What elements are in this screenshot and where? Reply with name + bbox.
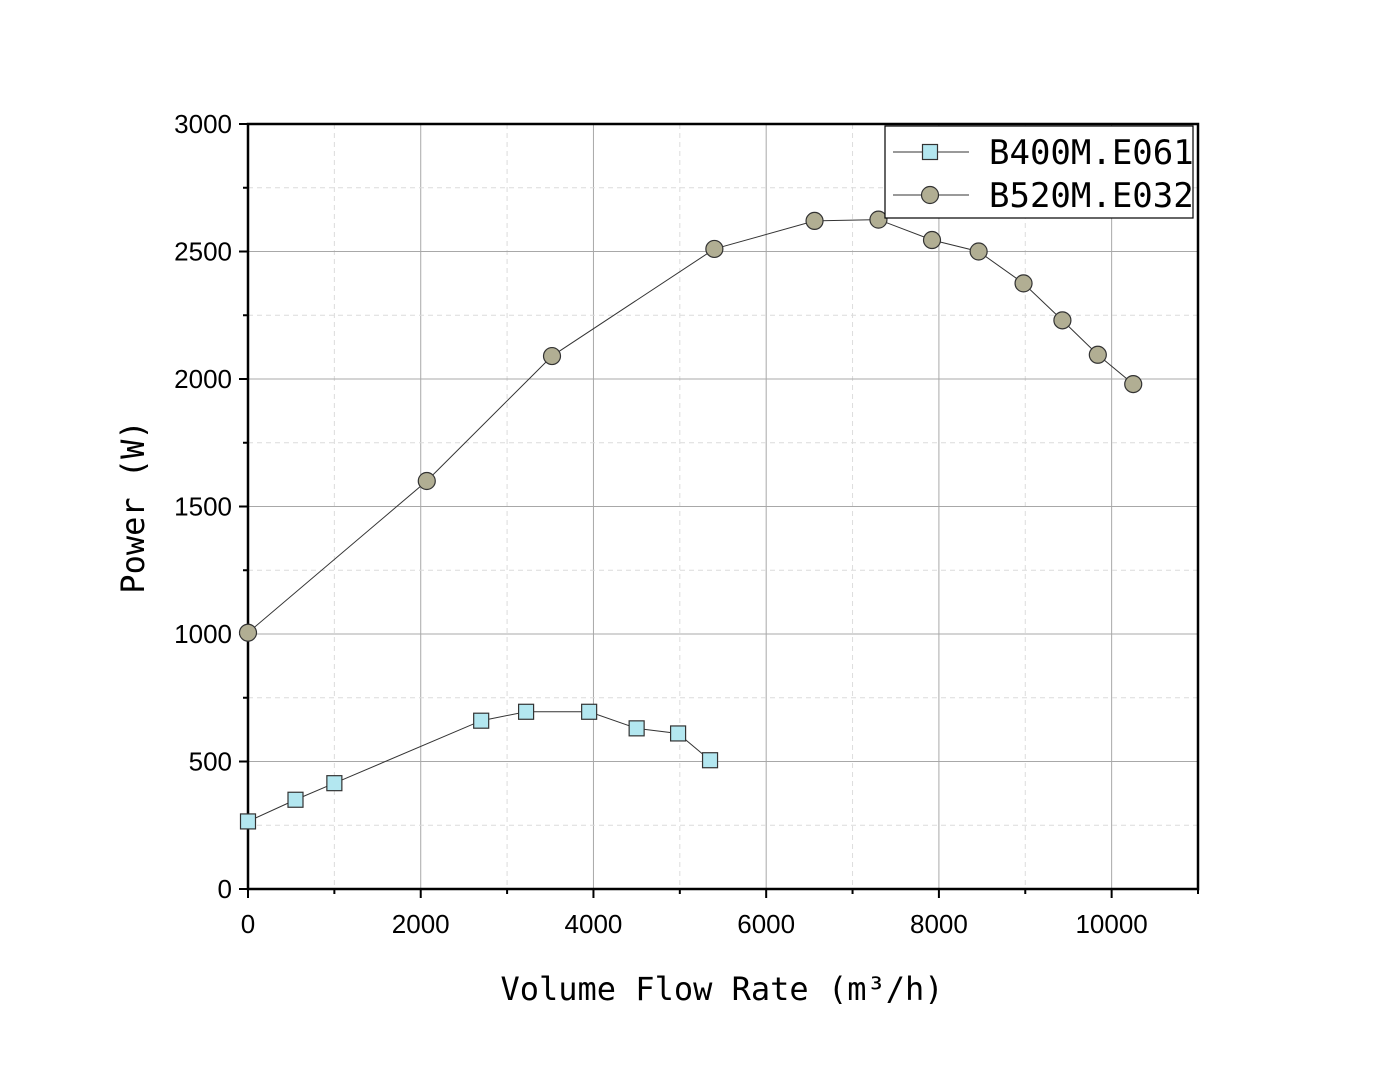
data-point — [517, 703, 535, 720]
data-point — [542, 346, 562, 366]
data-point — [287, 791, 304, 808]
data-point — [805, 211, 824, 230]
data-point — [1053, 311, 1072, 330]
series-b520m-e032 — [238, 210, 1143, 642]
data-point — [969, 242, 988, 261]
x-tick-label: 8000 — [910, 909, 968, 939]
x-tick-label: 10000 — [1075, 909, 1147, 939]
y-tick-label: 2500 — [174, 237, 232, 267]
x-axis-title: Volume Flow Rate (m³/h) — [500, 970, 943, 1008]
data-point — [701, 752, 719, 769]
data-point — [239, 813, 257, 830]
data-point — [581, 703, 598, 720]
legend-marker — [920, 185, 940, 205]
y-tick-label: 0 — [218, 874, 232, 904]
x-tick-label: 0 — [241, 909, 255, 939]
y-tick-label: 2000 — [174, 364, 232, 394]
data-point — [1014, 274, 1033, 293]
y-tick-label: 1500 — [174, 492, 232, 522]
x-tick-label: 6000 — [737, 909, 795, 939]
y-axis-title: Power (W) — [114, 420, 152, 593]
legend-label: B400M.E061 — [989, 133, 1194, 173]
legend-label: B520M.E032 — [989, 176, 1194, 216]
y-tick-label: 500 — [189, 747, 232, 777]
grid — [248, 124, 1199, 889]
data-point — [417, 471, 436, 491]
data-point — [869, 210, 888, 229]
legend-box — [884, 125, 1194, 219]
data-point — [326, 775, 343, 792]
x-tick-label: 4000 — [565, 909, 623, 939]
data-point — [473, 712, 490, 729]
data-point — [1088, 345, 1107, 364]
x-tick-label: 2000 — [392, 909, 450, 939]
y-tick-label: 3000 — [174, 109, 232, 139]
data-point — [1124, 375, 1143, 394]
data-point — [238, 623, 258, 642]
data-point — [628, 720, 645, 737]
tick-labels: 0 2000 4000 6000 8000 10000 0 500 1000 1500 2000 25… — [174, 109, 1148, 939]
data-point — [922, 230, 942, 250]
data-point — [705, 239, 724, 259]
y-tick-label: 1000 — [174, 619, 232, 649]
series-line — [247, 219, 1134, 634]
data-point — [669, 725, 687, 742]
legend-marker — [921, 143, 939, 161]
series-layer — [238, 210, 1143, 830]
series-b400m-e061 — [239, 703, 719, 830]
axes — [239, 122, 1200, 898]
